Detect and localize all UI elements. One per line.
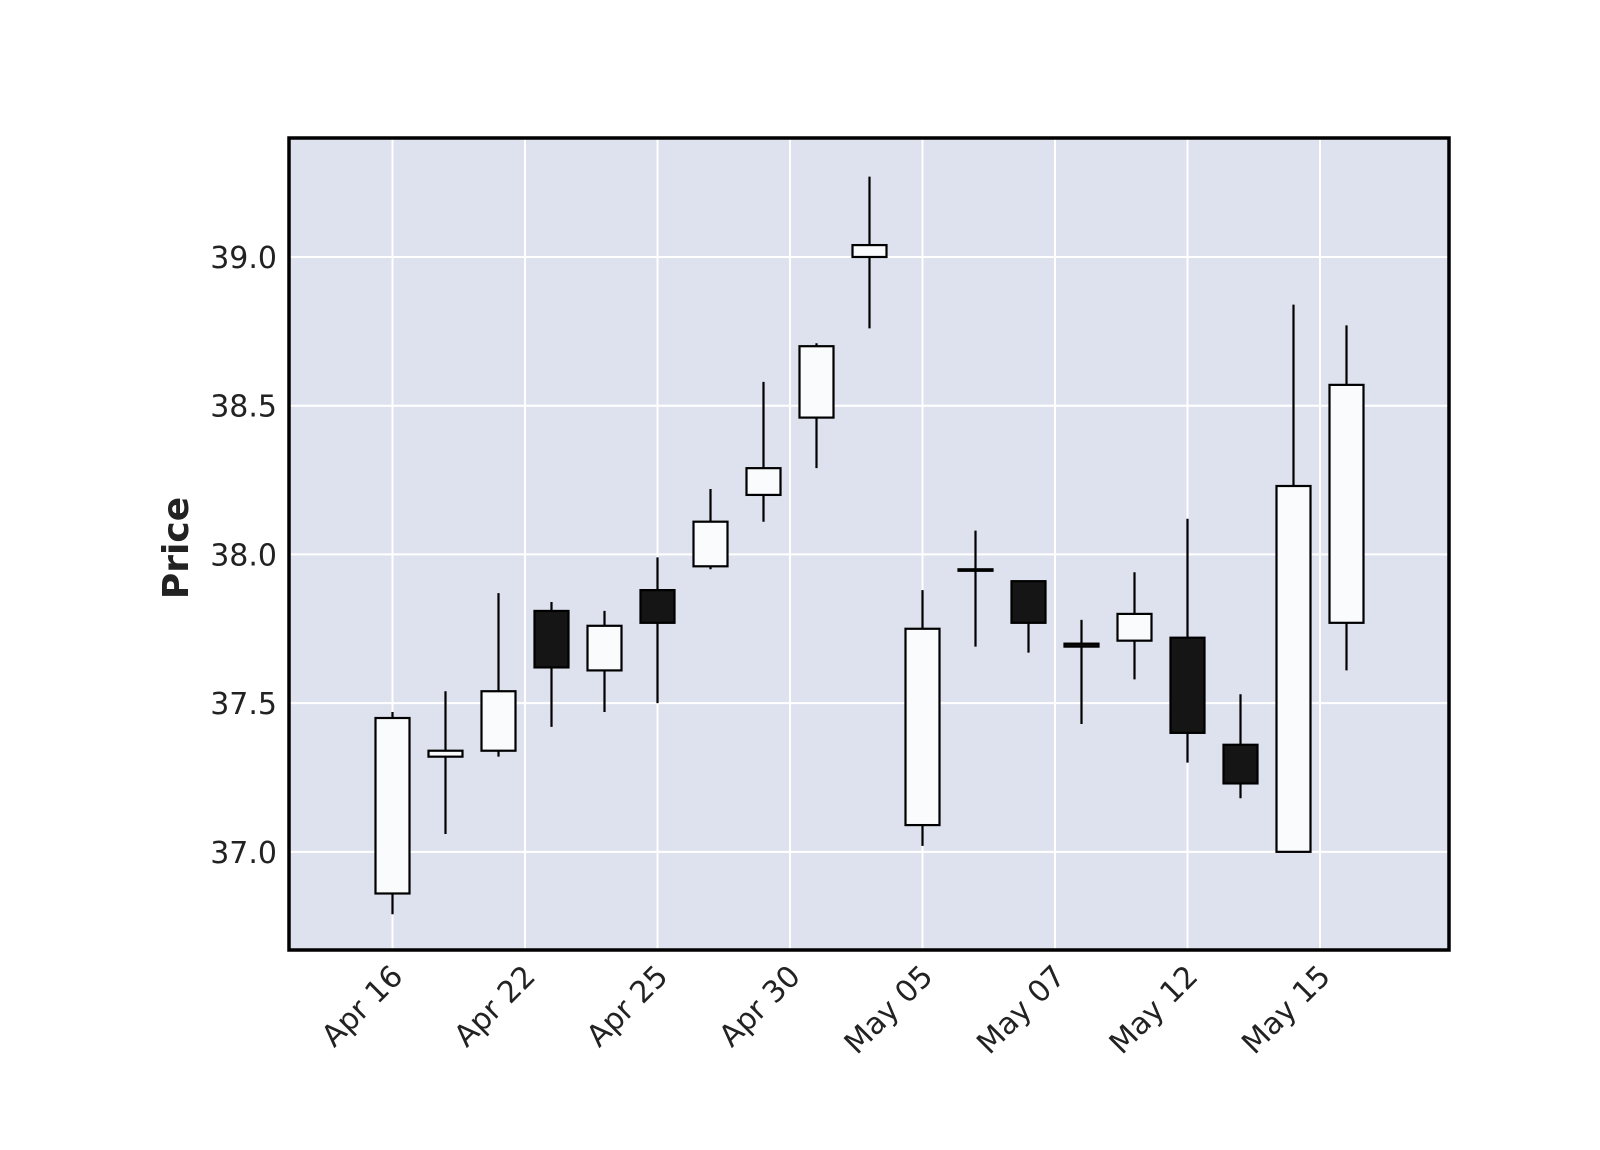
up-candle: [586, 610, 623, 713]
up-candle: [692, 488, 729, 570]
candle-body: [1169, 636, 1206, 734]
candle-body: [692, 520, 729, 568]
up-candle: [427, 691, 464, 834]
x-tick-label: May 05: [838, 959, 940, 1061]
up-candle: [957, 530, 994, 647]
down-candle: [1222, 694, 1259, 799]
candle-body: [1063, 642, 1100, 648]
candle-body: [1010, 580, 1047, 624]
candle-body: [957, 568, 994, 572]
up-candle: [1116, 572, 1153, 680]
x-tick-label: May 07: [970, 959, 1072, 1061]
up-candle: [904, 590, 941, 846]
candle-body: [851, 243, 888, 259]
candle-body: [745, 467, 782, 497]
x-tick-label: Apr 30: [712, 959, 807, 1054]
candle-body: [904, 627, 941, 827]
candle-body: [427, 749, 464, 758]
up-candle: [1275, 304, 1312, 853]
y-tick-label: 38.5: [210, 390, 277, 425]
x-tick-label: Apr 25: [580, 959, 675, 1054]
candle-body: [1222, 743, 1259, 785]
x-tick-label: Apr 22: [447, 959, 542, 1054]
y-tick-labels: 37.0 37.5 38.0 38.5 39.0: [210, 241, 277, 871]
up-candle: [1328, 325, 1365, 671]
down-candle: [639, 557, 676, 704]
x-tick-label: May 12: [1103, 959, 1205, 1061]
up-candle: [798, 343, 835, 469]
up-candle: [374, 712, 411, 915]
candle-body: [1328, 383, 1365, 624]
grid-lines: [289, 138, 1449, 950]
candle-body: [1275, 484, 1312, 853]
plot-frame: [287, 136, 1451, 952]
candle-body: [586, 624, 623, 672]
candle-body: [639, 589, 676, 624]
x-tick-label: Apr 16: [315, 959, 410, 1054]
candle-body: [374, 716, 411, 895]
down-candle: [533, 602, 570, 727]
up-candle: [480, 593, 517, 757]
y-tick-label: 37.0: [210, 836, 277, 871]
x-tick-label: May 15: [1235, 959, 1337, 1061]
down-candle: [1063, 619, 1100, 724]
y-tick-label: 38.0: [210, 538, 277, 573]
candle-body: [798, 345, 835, 419]
candle-body: [533, 609, 570, 669]
y-tick-label: 37.5: [210, 687, 277, 722]
candle-body: [480, 690, 517, 752]
x-tick-labels: Apr 16 Apr 22 Apr 25 Apr 30 May 05 May 07 May …: [315, 959, 1338, 1061]
y-axis-title: Price: [156, 497, 197, 599]
candles: [374, 176, 1365, 915]
up-candle: [851, 176, 888, 329]
down-candle: [1010, 580, 1047, 653]
candle-body: [1116, 612, 1153, 642]
down-candle: [1169, 518, 1206, 763]
y-tick-label: 39.0: [210, 241, 277, 276]
up-candle: [745, 381, 782, 522]
